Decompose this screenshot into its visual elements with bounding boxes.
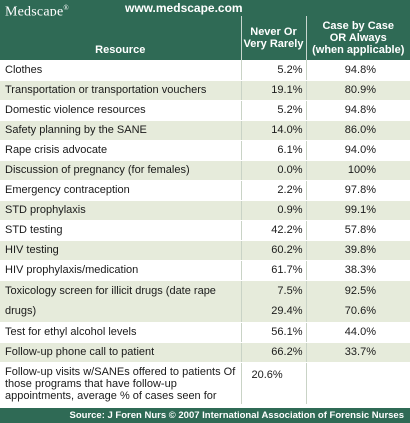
cell-never: 2.2% (241, 180, 307, 201)
cell-resource: STD testing (0, 220, 242, 241)
cell-case: 44.0% (306, 322, 410, 343)
cell-never: 7.5% 29.4% (241, 280, 307, 323)
cell-resource: Emergency contraception (0, 180, 242, 201)
cell-resource: Toxicology screen for illicit drugs (dat… (0, 280, 242, 323)
cell-resource: Domestic violence resources (0, 100, 242, 121)
cell-never: 20.6% (241, 362, 307, 405)
cell-resource: HIV testing (0, 240, 242, 261)
cell-never: 56.1% (241, 322, 307, 343)
medscape-logo: Medscape® (5, 4, 69, 20)
cell-never: 42.2% (241, 220, 307, 241)
cell-case: 94.8% (306, 100, 410, 121)
header-case-by-case: Case by Case OR Always (when applicable) (306, 16, 410, 60)
cell-resource: Clothes (0, 60, 242, 81)
cell-case (306, 362, 410, 405)
header-resource: Resource (0, 16, 242, 60)
cell-case: 97.8% (306, 180, 410, 201)
cell-never: 61.7% (241, 260, 307, 281)
cell-resource: HIV prophylaxis/medication (0, 260, 242, 281)
resource-line-2: drugs) (5, 304, 37, 317)
cell-case: 99.1% (306, 200, 410, 221)
resource-line-1: Toxicology screen for illicit drugs (dat… (5, 284, 216, 297)
cell-never: 14.0% (241, 120, 307, 141)
table-row: HIV testing 60.2% 39.8% (0, 240, 410, 261)
cell-never: 19.1% (241, 80, 307, 101)
table-row: Follow-up visits w/SANEs offered to pati… (0, 362, 410, 405)
table-row: Transportation or transportation voucher… (0, 80, 410, 101)
header-banner: Medscape® www.medscape.com (0, 0, 410, 20)
table-row: HIV prophylaxis/medication 61.7% 38.3% (0, 260, 410, 281)
table-row: Clothes 5.2% 94.8% (0, 60, 410, 81)
cell-case: 38.3% (306, 260, 410, 281)
cell-resource: Follow-up phone call to patient (0, 342, 242, 363)
source-footer: Source: J Foren Nurs © 2007 Internationa… (0, 408, 410, 423)
table-row: STD prophylaxis 0.9% 99.1% (0, 200, 410, 221)
table-row: Emergency contraception 2.2% 97.8% (0, 180, 410, 201)
cell-resource: Follow-up visits w/SANEs offered to pati… (0, 362, 242, 405)
header-never: Never Or Very Rarely (241, 16, 307, 60)
site-url: www.medscape.com (125, 1, 243, 15)
cell-case: 57.8% (306, 220, 410, 241)
cell-case: 80.9% (306, 80, 410, 101)
cell-never: 5.2% (241, 60, 307, 81)
cell-resource: Discussion of pregnancy (for females) (0, 160, 242, 181)
cell-resource: Transportation or transportation voucher… (0, 80, 242, 101)
table-row: STD testing 42.2% 57.8% (0, 220, 410, 241)
table-row: Rape crisis advocate 6.1% 94.0% (0, 140, 410, 161)
cell-case: 94.0% (306, 140, 410, 161)
cell-resource: Test for ethyl alcohol levels (0, 322, 242, 343)
cell-resource: Rape crisis advocate (0, 140, 242, 161)
table-row: Toxicology screen for illicit drugs (dat… (0, 280, 410, 323)
cell-never: 0.9% (241, 200, 307, 221)
cell-never: 5.2% (241, 100, 307, 121)
cell-never: 60.2% (241, 240, 307, 261)
cell-case: 100% (306, 160, 410, 181)
table-header-row: Resource Never Or Very Rarely Case by Ca… (0, 16, 410, 60)
cell-case: 33.7% (306, 342, 410, 363)
table-row: Domestic violence resources 5.2% 94.8% (0, 100, 410, 121)
table-row: Discussion of pregnancy (for females) 0.… (0, 160, 410, 181)
cell-case: 39.8% (306, 240, 410, 261)
table-row: Safety planning by the SANE 14.0% 86.0% (0, 120, 410, 141)
cell-case: 86.0% (306, 120, 410, 141)
cell-resource: Safety planning by the SANE (0, 120, 242, 141)
table-row: Test for ethyl alcohol levels 56.1% 44.0… (0, 322, 410, 343)
cell-never: 6.1% (241, 140, 307, 161)
table-row: Follow-up phone call to patient 66.2% 33… (0, 342, 410, 363)
resource-table: Resource Never Or Very Rarely Case by Ca… (0, 16, 410, 405)
cell-case: 94.8% (306, 60, 410, 81)
cell-case: 92.5% 70.6% (306, 280, 410, 323)
cell-never: 0.0% (241, 160, 307, 181)
cell-resource: STD prophylaxis (0, 200, 242, 221)
cell-never: 66.2% (241, 342, 307, 363)
